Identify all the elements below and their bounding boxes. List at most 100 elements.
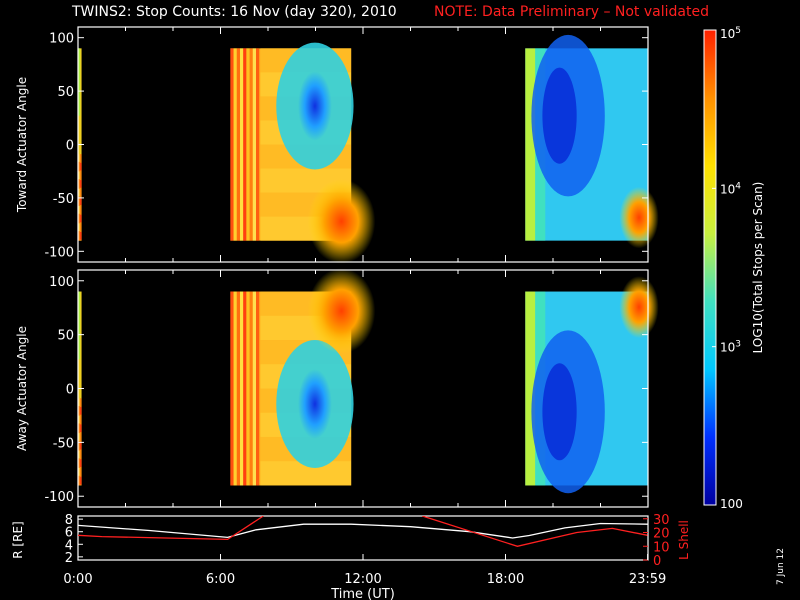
axis-toward: 100 50 0 -50 -100 Toward Actuator Angle [15,26,649,263]
y-tick-label: 6 [65,526,73,541]
heatmap-cell [298,369,332,439]
heatmap-cell [236,48,240,241]
heatmap-cell [243,48,247,241]
heatmap-segment [230,268,376,486]
heatmap-cell [298,71,332,141]
colorbar-tick-label: 105 [720,26,741,41]
colorbar-tick-label: 103 [720,340,741,355]
heatmap-cell [78,223,80,232]
heatmap-cell [78,398,80,406]
y-tick-label-right: 30 [653,513,670,528]
heatmap-cell [78,171,80,180]
heatmap-cell [230,291,234,486]
heatmap-cell [525,291,536,486]
heatmap-cell [239,48,244,241]
y-tick-label: 2 [65,551,73,566]
heatmap-cell [78,206,80,214]
heatmap-cell [79,162,82,171]
y-tick-label: -100 [44,245,74,260]
y-tick-label: 0 [66,383,74,398]
heatmap-cell [233,48,237,241]
heatmap-cell [78,415,80,424]
title-main: TWINS2: Stop Counts: 16 Nov (day 320), 2… [72,4,397,20]
y-tick-label: 8 [65,513,73,528]
x-tick-label: 6:00 [206,572,235,587]
y-tick-label-right: 10 [653,540,670,555]
heatmap-cell [619,186,659,249]
heatmap-cell [78,154,80,162]
heatmap-panel-toward [78,34,659,264]
heatmap-cell [243,291,247,486]
heatmap-segment [230,42,376,264]
y-tick-label-right: 0 [653,554,661,569]
heatmap-cell [619,276,659,339]
x-tick-label: 18:00 [487,572,524,587]
x-axis-label: Time (UT) [330,587,395,600]
y-axis-label-right: L Shell [677,520,691,560]
y-tick-label: 100 [49,275,74,290]
y-tick-label: 50 [57,329,74,344]
colorbar-label: LOG10(Total Stops per Scan) [751,182,765,354]
heatmap-cell [542,67,577,164]
heatmap-cell [79,197,82,206]
heatmap-cell [79,231,82,240]
heatmap-cell [78,48,81,116]
y-tick-label: 50 [57,85,74,100]
heatmap-cell [78,188,80,197]
lshell-series-line [78,516,648,547]
y-tick-label: -50 [53,436,74,451]
colorbar [703,29,717,506]
colorbar-tick-label: 104 [720,181,741,196]
heatmap-cell [252,291,256,486]
y-tick-label: -100 [44,490,74,505]
heatmap-cell [78,468,80,476]
heatmap-cell [79,441,82,450]
title-note: NOTE: Data Preliminary – Not validated [434,4,709,20]
heatmap-cell [230,48,234,241]
x-tick-label: 12:00 [344,572,381,587]
heatmap-cell [79,476,82,485]
heatmap-segment [525,276,659,494]
y-tick-label: -50 [53,192,74,207]
heatmap-cell [78,450,80,459]
heatmap-cell [78,433,80,441]
heatmap-cell [79,406,82,415]
r-series-line [78,522,648,539]
y-axis-label: Away Actuator Angle [15,326,29,451]
heatmap-cell [246,48,250,241]
heatmap-cell [239,291,244,486]
heatmap-cell [246,291,250,486]
heatmap-cell [525,48,536,241]
y-tick-label-right: 20 [653,527,670,542]
heatmap-cell [78,291,81,360]
heatmap-cell [249,48,253,241]
y-tick-label: 0 [66,139,74,154]
y-tick-label: 4 [65,538,73,553]
colorbar-tick-label: 100 [720,497,743,511]
date-stamp: 7 Jun 12 [776,548,786,585]
heatmap-cell [307,268,376,354]
heatmap-cell [79,459,82,468]
heatmap-cell [255,48,260,241]
heatmap-cell [249,291,253,486]
axis-away: 100 50 0 -50 -100 Away Actuator Angle [15,269,649,508]
heatmap-cell [79,180,82,188]
chart-title: TWINS2: Stop Counts: 16 Nov (day 320), 2… [0,4,800,24]
x-tick-label: 23:59 [629,572,666,587]
heatmap-panel-away [78,268,659,494]
y-axis-label: Toward Actuator Angle [15,77,29,213]
x-tick-label: 0:00 [63,572,92,587]
heatmap-cell [255,291,260,486]
heatmap-cell [307,179,376,264]
heatmap-cell [542,363,577,461]
heatmap-cell [252,48,256,241]
heatmap-segment [525,34,659,249]
heatmap-cell [79,424,82,433]
y-axis-label-left: R [RE] [11,521,25,558]
heatmap-cell [79,214,82,223]
y-tick-label: 100 [49,32,74,47]
heatmap-cell [233,291,237,486]
heatmap-cell [236,291,240,486]
